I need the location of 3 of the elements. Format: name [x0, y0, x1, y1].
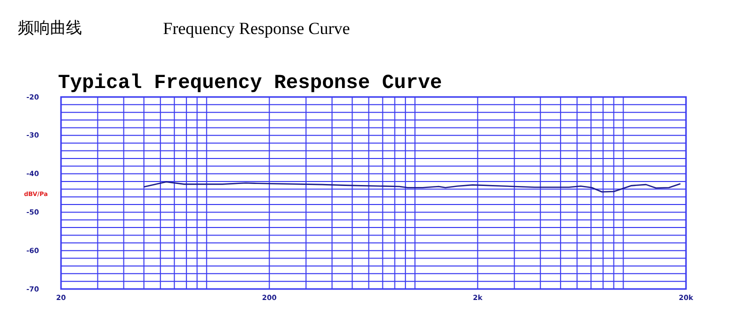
chart-title: 频响曲线 [18, 18, 82, 37]
chart-subtitle: Frequency Response Curve [163, 19, 350, 38]
text: Typical Frequency Response Curve [58, 72, 442, 95]
